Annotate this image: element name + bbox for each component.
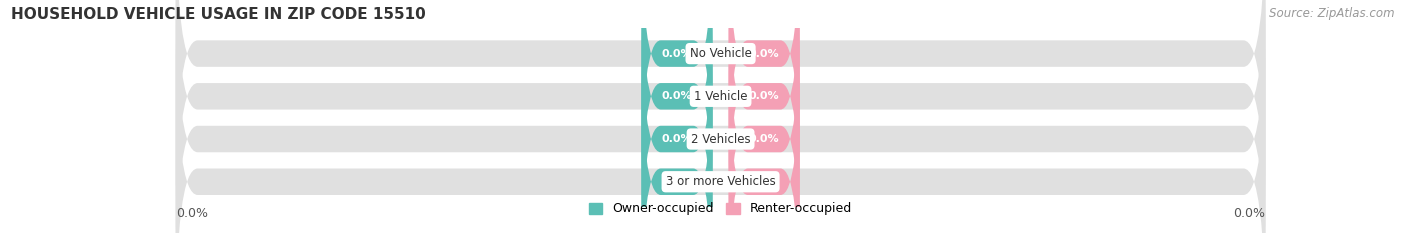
FancyBboxPatch shape xyxy=(728,0,800,190)
Text: 0.0%: 0.0% xyxy=(749,91,779,101)
Text: 3 or more Vehicles: 3 or more Vehicles xyxy=(665,175,776,188)
Text: 0.0%: 0.0% xyxy=(749,49,779,58)
Text: 2 Vehicles: 2 Vehicles xyxy=(690,133,751,146)
FancyBboxPatch shape xyxy=(641,45,713,233)
FancyBboxPatch shape xyxy=(728,0,800,233)
FancyBboxPatch shape xyxy=(176,0,1265,233)
Text: 0.0%: 0.0% xyxy=(662,177,692,187)
FancyBboxPatch shape xyxy=(176,0,1265,211)
FancyBboxPatch shape xyxy=(641,0,713,190)
Text: HOUSEHOLD VEHICLE USAGE IN ZIP CODE 15510: HOUSEHOLD VEHICLE USAGE IN ZIP CODE 1551… xyxy=(11,7,426,22)
Text: 1 Vehicle: 1 Vehicle xyxy=(693,90,748,103)
FancyBboxPatch shape xyxy=(176,24,1265,233)
Text: 0.0%: 0.0% xyxy=(662,91,692,101)
Text: 0.0%: 0.0% xyxy=(749,134,779,144)
Text: Source: ZipAtlas.com: Source: ZipAtlas.com xyxy=(1270,7,1395,20)
Text: 0.0%: 0.0% xyxy=(662,134,692,144)
Text: 0.0%: 0.0% xyxy=(1233,207,1265,220)
Legend: Owner-occupied, Renter-occupied: Owner-occupied, Renter-occupied xyxy=(589,202,852,216)
Text: No Vehicle: No Vehicle xyxy=(689,47,752,60)
FancyBboxPatch shape xyxy=(641,3,713,233)
Text: 0.0%: 0.0% xyxy=(176,207,208,220)
FancyBboxPatch shape xyxy=(176,0,1265,233)
FancyBboxPatch shape xyxy=(641,0,713,233)
Text: 0.0%: 0.0% xyxy=(662,49,692,58)
FancyBboxPatch shape xyxy=(728,45,800,233)
Text: 0.0%: 0.0% xyxy=(749,177,779,187)
FancyBboxPatch shape xyxy=(728,3,800,233)
